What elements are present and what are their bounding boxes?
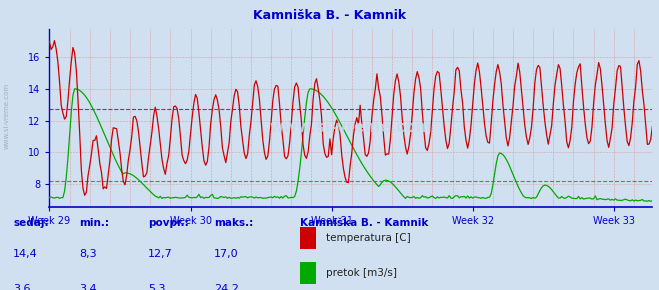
Text: 24,2: 24,2 xyxy=(214,284,239,290)
Text: pretok [m3/s]: pretok [m3/s] xyxy=(326,268,397,278)
Text: 3,6: 3,6 xyxy=(13,284,31,290)
Text: 14,4: 14,4 xyxy=(13,249,38,259)
Text: Kamniška B. - Kamnik: Kamniška B. - Kamnik xyxy=(300,218,428,228)
Text: povpr.:: povpr.: xyxy=(148,218,189,228)
Bar xyxy=(300,262,316,284)
Text: 17,0: 17,0 xyxy=(214,249,239,259)
Text: Kamniška B. - Kamnik: Kamniška B. - Kamnik xyxy=(253,9,406,22)
Text: www.si-vreme.com: www.si-vreme.com xyxy=(270,119,432,135)
Bar xyxy=(300,227,316,249)
Text: sedaj:: sedaj: xyxy=(13,218,49,228)
Text: 8,3: 8,3 xyxy=(79,249,97,259)
Text: 3,4: 3,4 xyxy=(79,284,97,290)
Text: 12,7: 12,7 xyxy=(148,249,173,259)
Text: maks.:: maks.: xyxy=(214,218,254,228)
Text: min.:: min.: xyxy=(79,218,109,228)
Text: 5,3: 5,3 xyxy=(148,284,166,290)
Text: temperatura [C]: temperatura [C] xyxy=(326,233,411,243)
Text: www.si-vreme.com: www.si-vreme.com xyxy=(3,83,9,149)
